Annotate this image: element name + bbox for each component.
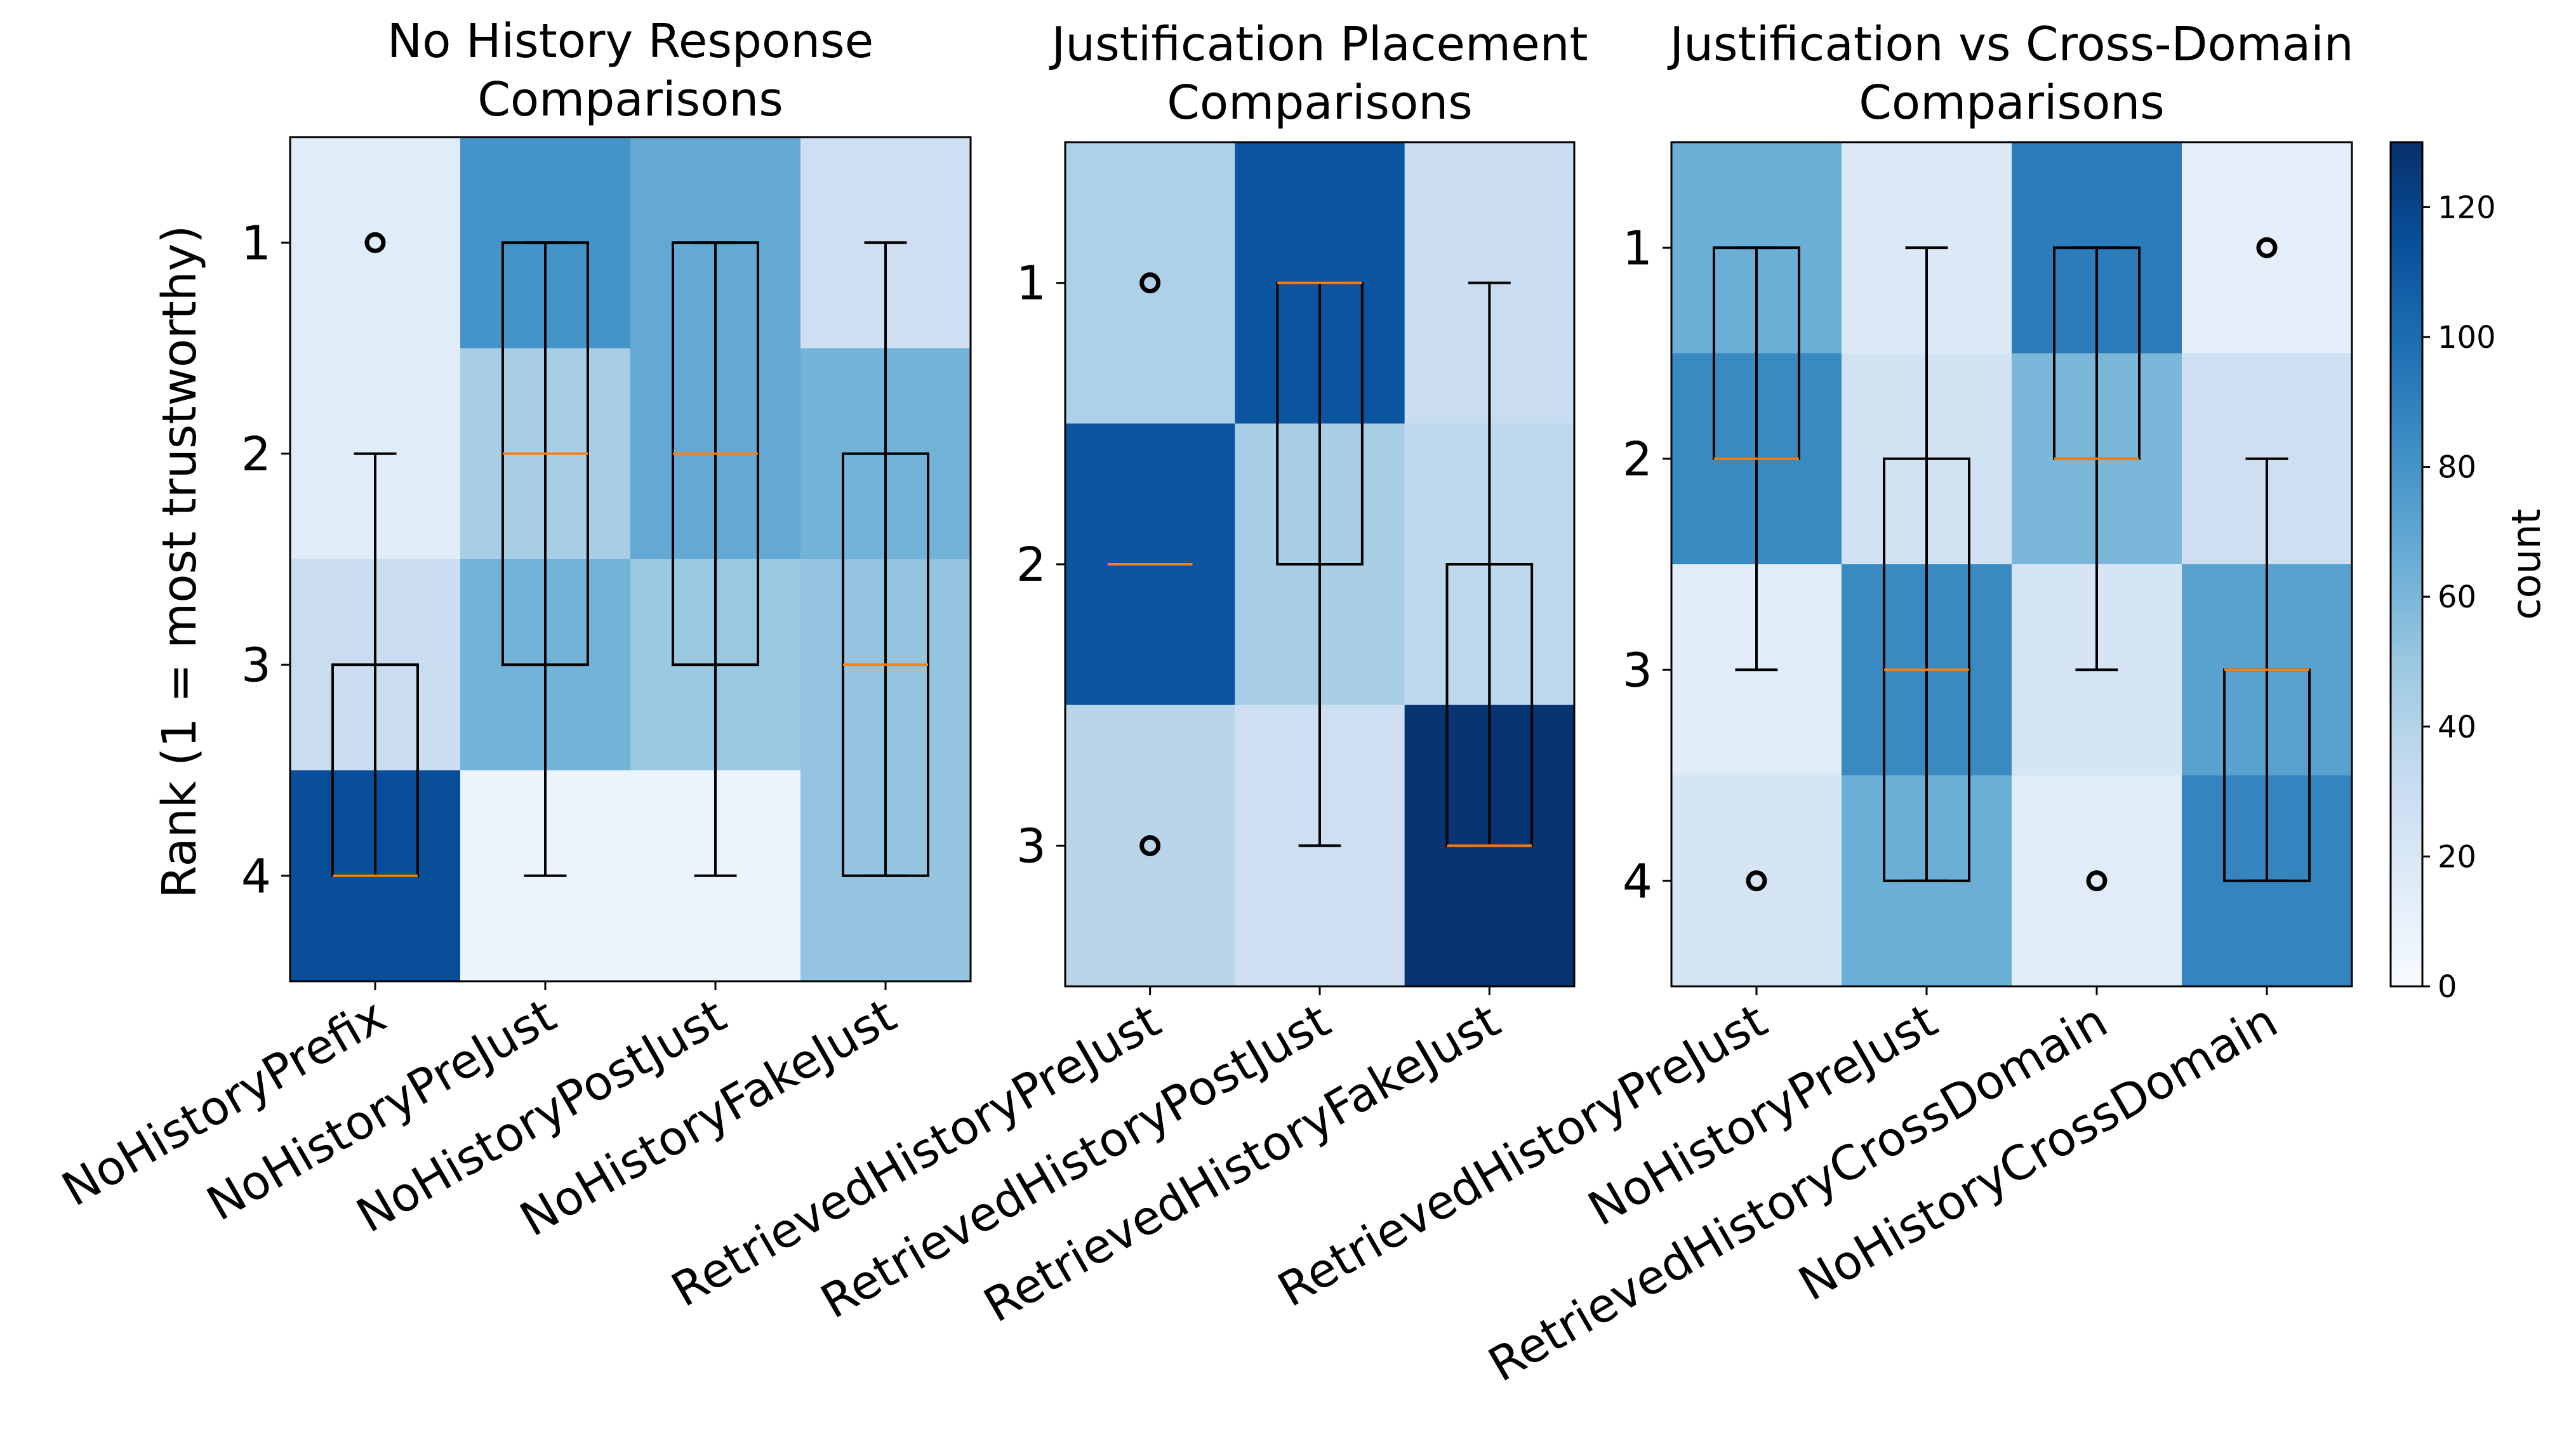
heatmap-cell (2182, 142, 2353, 354)
boxplot-outlier (364, 232, 386, 253)
boxplot (2053, 246, 2141, 892)
y-tick-label: 1 (241, 216, 271, 270)
heatmap-cell (290, 137, 461, 348)
y-tick-label: 2 (1623, 432, 1652, 487)
boxplot-outlier (1746, 870, 1767, 892)
colorbar-gradient (2391, 142, 2422, 986)
plot-frame (289, 136, 972, 983)
boxplot (672, 241, 759, 877)
boxplot (842, 241, 929, 877)
boxplot-outlier (1139, 835, 1161, 856)
colorbar-frame (2389, 141, 2424, 988)
boxplot-outlier (2256, 237, 2278, 258)
panel-title-line-1: Justification vs Cross-Domain (1667, 17, 2353, 72)
panel-title-line-2: Comparisons (477, 72, 783, 127)
plot-frame (1670, 141, 2353, 988)
y-axis-ticks: 1 2 3 (1016, 256, 1065, 873)
y-tick-label: 3 (1016, 819, 1046, 873)
y-tick-label: 4 (1623, 854, 1652, 909)
heatmap-cell (1065, 142, 1235, 424)
panel-title-line-2: Comparisons (1167, 76, 1473, 130)
boxplot (331, 232, 419, 877)
panel-title-line-1: Justification Placement (1049, 17, 1588, 72)
panel-title-line-2: Comparisons (1859, 76, 2165, 130)
heatmap-cell (2012, 775, 2182, 987)
boxplot-outlier (1139, 272, 1161, 294)
colorbar-label: count (2503, 509, 2549, 620)
boxplot (1276, 281, 1364, 847)
colorbar-tick-label: 120 (2438, 190, 2496, 225)
boxplots (331, 232, 929, 877)
boxplots (1107, 272, 1534, 856)
boxplot (1107, 272, 1193, 856)
y-axis-ticks: 1 2 3 4 (241, 216, 290, 904)
panel-title-line-1: No History Response (387, 14, 873, 69)
heatmap-cell (1065, 705, 1235, 987)
y-tick-label: 3 (241, 638, 271, 692)
y-tick-label: 1 (1623, 221, 1652, 275)
y-tick-label: 1 (1016, 256, 1046, 311)
colorbar: 0 20 40 60 80 100 120 count (2389, 141, 2549, 1005)
colorbar-ticks: 0 20 40 60 80 100 120 (2422, 190, 2496, 1005)
boxplot (1713, 246, 1800, 892)
boxplot (2223, 237, 2311, 882)
y-tick-label: 4 (241, 849, 271, 904)
boxplot (501, 241, 589, 877)
boxplot (1883, 246, 1970, 882)
colorbar-tick-label: 40 (2438, 710, 2476, 745)
heatmap-cells (290, 137, 971, 982)
colorbar-tick-label: 20 (2438, 839, 2476, 875)
boxplot (1445, 281, 1534, 847)
colorbar-tick-label: 80 (2438, 450, 2476, 486)
heatmap-cell (1671, 775, 1842, 987)
colorbar-tick-label: 100 (2438, 320, 2496, 355)
colorbar-tick-label: 0 (2438, 969, 2457, 1005)
boxplots (1713, 237, 2311, 892)
y-tick-label: 2 (241, 427, 271, 482)
y-axis-label: Rank (1 = most trustworthy) (152, 225, 207, 899)
y-tick-label: 2 (1016, 538, 1046, 592)
boxplot-outlier (2086, 870, 2108, 892)
colorbar-tick-label: 60 (2438, 579, 2476, 615)
heatmap-cells (1671, 142, 2353, 987)
y-axis-ticks: 1 2 3 4 (1623, 221, 1671, 909)
y-tick-label: 3 (1623, 643, 1652, 698)
